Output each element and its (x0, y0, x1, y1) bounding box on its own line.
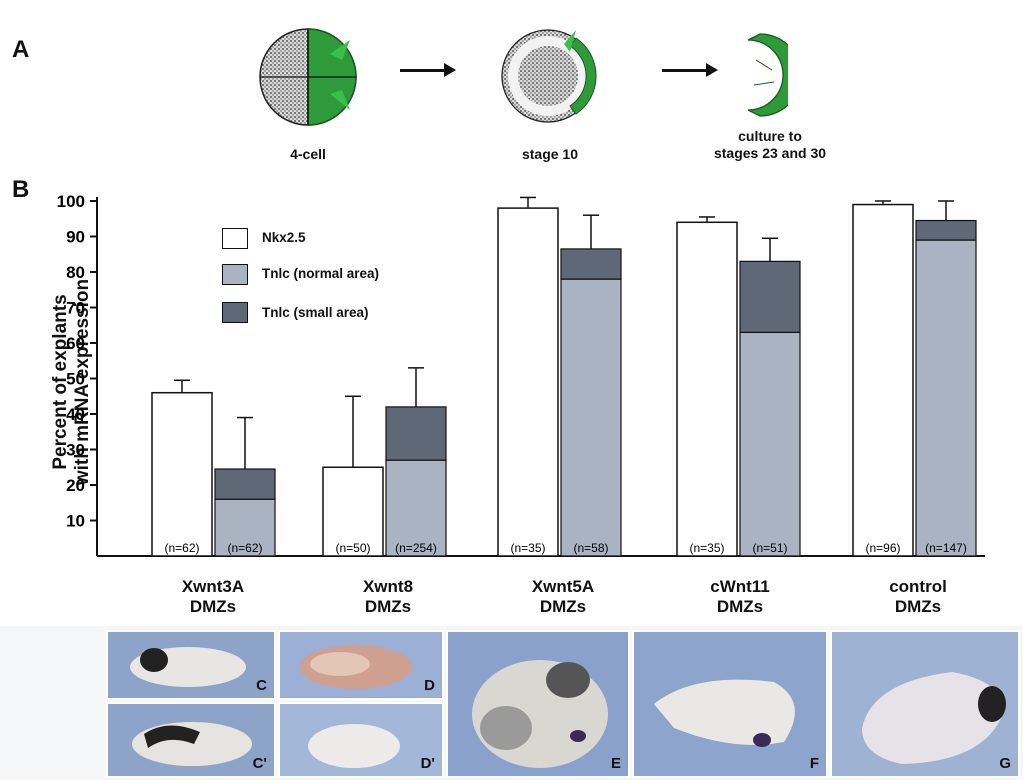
photo-panel-d: D (278, 630, 444, 700)
legend-label-tnlc-small: Tnlc (small area) (262, 305, 369, 320)
schematic-four-cell-embryo (259, 28, 357, 126)
photo-panel-d-prime: D' (278, 702, 444, 778)
n-label: (n=62) (164, 541, 199, 555)
photo-letter-g: G (999, 755, 1011, 772)
y-tick-label: 50 (66, 370, 85, 389)
n-label: (n=58) (573, 541, 608, 555)
n-label: (n=51) (752, 541, 787, 555)
bar-tnlc-normal (385, 459, 447, 557)
stage-label-stage10: stage 10 (521, 146, 579, 162)
legend-swatch-nkx25 (222, 228, 248, 249)
group-label-cwnt11: cWnt11 DMZs (710, 577, 770, 616)
stage-label-culture: culture to stages 23 and 30 (713, 128, 827, 161)
y-tick-label: 10 (66, 512, 85, 531)
photo-letter-d: D (424, 677, 435, 694)
group-label-control: control DMZs (889, 577, 947, 616)
bar-nkx25 (497, 207, 559, 557)
bar-tnlc-normal (739, 331, 801, 557)
photo-letter-d-prime: D' (420, 755, 435, 772)
photo-panel-g: G (830, 630, 1020, 778)
n-label: (n=35) (689, 541, 724, 555)
bar-tnlc-small (385, 406, 447, 461)
legend-swatch-tnlc-small (222, 302, 248, 323)
n-label: (n=35) (510, 541, 545, 555)
y-tick-label: 90 (66, 228, 85, 247)
bar-tnlc-small (560, 248, 622, 280)
stage-label-4cell: 4-cell (290, 146, 326, 162)
bar-tnlc-normal (915, 239, 977, 557)
y-tick-label: 30 (66, 441, 85, 460)
y-tick-label: 20 (66, 476, 85, 495)
photo-panel-c-prime: C' (106, 702, 276, 778)
photo-letter-c-prime: C' (252, 755, 267, 772)
legend-label-nkx25: Nkx2.5 (262, 230, 306, 245)
y-tick-label: 60 (66, 334, 85, 353)
group-label-xwnt3a: Xwnt3A DMZs (181, 577, 245, 616)
bar-nkx25 (852, 203, 914, 557)
bar-nkx25 (151, 391, 213, 557)
y-tick-label: 40 (66, 405, 85, 424)
bar-tnlc-normal (560, 278, 622, 557)
bar-tnlc-normal (214, 498, 276, 557)
photo-letter-e: E (610, 755, 621, 772)
arrow-icon (400, 63, 456, 77)
panel-b-letter: B (12, 176, 30, 203)
bar-tnlc-small (214, 468, 276, 500)
arrow-icon (662, 63, 718, 77)
photo-panel-e: E (446, 630, 630, 778)
bar-tnlc-small (739, 260, 801, 333)
photo-panel-f: F (632, 630, 828, 778)
photo-letter-f: F (809, 755, 819, 772)
photo-panel-c: C (106, 630, 276, 700)
n-label: (n=62) (227, 541, 262, 555)
y-tick-label: 70 (66, 299, 85, 318)
bar-nkx25 (322, 466, 384, 557)
y-tick-label: 80 (66, 263, 85, 282)
group-label-xwnt5a: Xwnt5A DMZs (531, 577, 595, 616)
schematic-explant (747, 33, 788, 117)
schematic-stage10-embryo (501, 29, 597, 123)
bar-chart: 10 20 30 40 50 60 70 80 90 100 (n=62) (n=62) (n=50) (… (57, 192, 985, 557)
n-label: (n=147) (925, 541, 967, 555)
panel-a-letter: A (12, 36, 30, 63)
n-label: (n=254) (395, 541, 437, 555)
bar-tnlc-small (915, 219, 977, 241)
n-label: (n=96) (865, 541, 900, 555)
group-label-xwnt8: Xwnt8 DMZs (362, 577, 414, 616)
n-label: (n=50) (335, 541, 370, 555)
bar-nkx25 (676, 221, 738, 557)
y-tick-label: 100 (57, 192, 85, 211)
photo-letter-c: C (256, 677, 267, 694)
legend-label-tnlc-normal: Tnlc (normal area) (262, 266, 380, 281)
legend-swatch-tnlc-normal (222, 264, 248, 285)
